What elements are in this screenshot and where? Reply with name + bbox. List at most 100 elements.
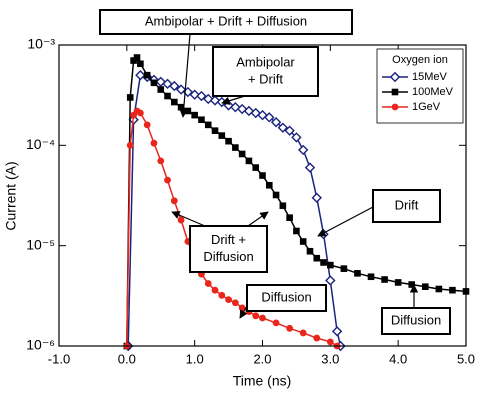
series [123, 54, 470, 350]
data-point [232, 144, 239, 151]
annotation-text: Ambipolar + Drift + Diffusion [145, 13, 307, 28]
data-point [277, 122, 289, 133]
data-point [259, 172, 266, 179]
data-point [265, 181, 273, 189]
arrow [171, 211, 206, 227]
annotation-text: Drift + [211, 232, 246, 247]
annotation-box [99, 9, 353, 35]
x-tick-label: -1.0 [48, 351, 70, 366]
y-axis-label: Current (A) [3, 161, 19, 230]
legend-marker [391, 88, 399, 96]
annotation-box [212, 46, 319, 97]
x-tick-label: 0.0 [118, 351, 136, 366]
data-point [236, 103, 248, 115]
data-point [272, 319, 280, 327]
arrow [317, 206, 374, 237]
annotation-text: + Drift [248, 71, 283, 86]
x-tick-label: 1.0 [186, 351, 204, 366]
x-axis-label: Time (ns) [233, 373, 292, 389]
data-point [299, 329, 307, 337]
y-tick-label: 10⁻⁵ [26, 236, 55, 252]
series [123, 70, 346, 352]
data-point [326, 338, 334, 346]
data-point [225, 296, 232, 304]
x-tick-label: 4.0 [389, 351, 407, 366]
data-point [286, 324, 294, 332]
legend-label: 15MeV [412, 71, 448, 83]
data-point [164, 176, 171, 184]
data-point [143, 121, 151, 129]
data-point [306, 247, 314, 255]
arrow [179, 33, 191, 118]
data-point [394, 279, 402, 286]
data-point [279, 202, 287, 210]
data-point [304, 162, 316, 173]
data-point [157, 157, 165, 165]
data-point [169, 80, 180, 92]
data-point [225, 137, 232, 145]
data-point [264, 112, 275, 123]
legend-label: 100MeV [412, 86, 454, 98]
data-point [137, 60, 144, 68]
annotation-text: Drift [395, 197, 419, 212]
data-point [238, 150, 246, 158]
x-tick-label: 2.0 [253, 351, 271, 366]
data-point [209, 95, 221, 106]
data-point [250, 107, 261, 119]
data-point [150, 139, 158, 147]
data-point [143, 71, 151, 79]
data-point [126, 141, 134, 149]
data-point [204, 280, 212, 287]
y-tick-label: 10⁻⁴ [26, 136, 55, 152]
legend: Oxygen ion 15MeV 100MeV 1GeV [376, 48, 464, 124]
annotation-text: Diffusion [391, 312, 441, 327]
data-point [177, 103, 185, 111]
data-point [157, 86, 165, 93]
arrow [221, 95, 246, 105]
annotation-text: Ambipolar [236, 54, 295, 69]
data-point [313, 334, 321, 342]
legend-title: Oxygen ion [392, 54, 448, 66]
annotation-text: Diffusion [261, 289, 311, 304]
data-point [354, 270, 361, 277]
data-point [204, 121, 212, 129]
data-point [252, 164, 260, 171]
data-point [184, 107, 192, 115]
data-point [449, 286, 456, 294]
data-point [189, 89, 200, 100]
data-point [130, 57, 137, 64]
data-point [381, 276, 388, 283]
annotation-box [189, 225, 268, 273]
data-point [340, 265, 348, 272]
data-point [367, 273, 375, 281]
data-point [325, 275, 336, 286]
arrow [239, 305, 248, 319]
data-point [137, 109, 144, 117]
data-point [327, 261, 334, 269]
data-point [245, 157, 253, 165]
data-point [257, 109, 268, 121]
legend-box [376, 48, 464, 124]
data-point [191, 111, 198, 119]
data-point [175, 84, 187, 95]
data-point [331, 326, 343, 337]
data-point [211, 127, 219, 134]
data-point [284, 125, 295, 136]
data-point [270, 117, 282, 128]
legend-marker [391, 103, 399, 111]
data-point [198, 116, 205, 124]
data-point [150, 79, 158, 87]
data-point [422, 283, 429, 290]
data-point [311, 192, 322, 203]
annotation-box [246, 284, 327, 312]
annotation-text: Diffusion [203, 249, 253, 264]
data-point [320, 259, 327, 266]
data-point [252, 312, 260, 320]
annotation-box [381, 307, 451, 335]
y-tick-label: 10⁻⁶ [26, 337, 55, 353]
data-point [196, 90, 207, 102]
data-point [211, 286, 219, 294]
data-point [313, 254, 321, 262]
data-point [299, 238, 307, 245]
